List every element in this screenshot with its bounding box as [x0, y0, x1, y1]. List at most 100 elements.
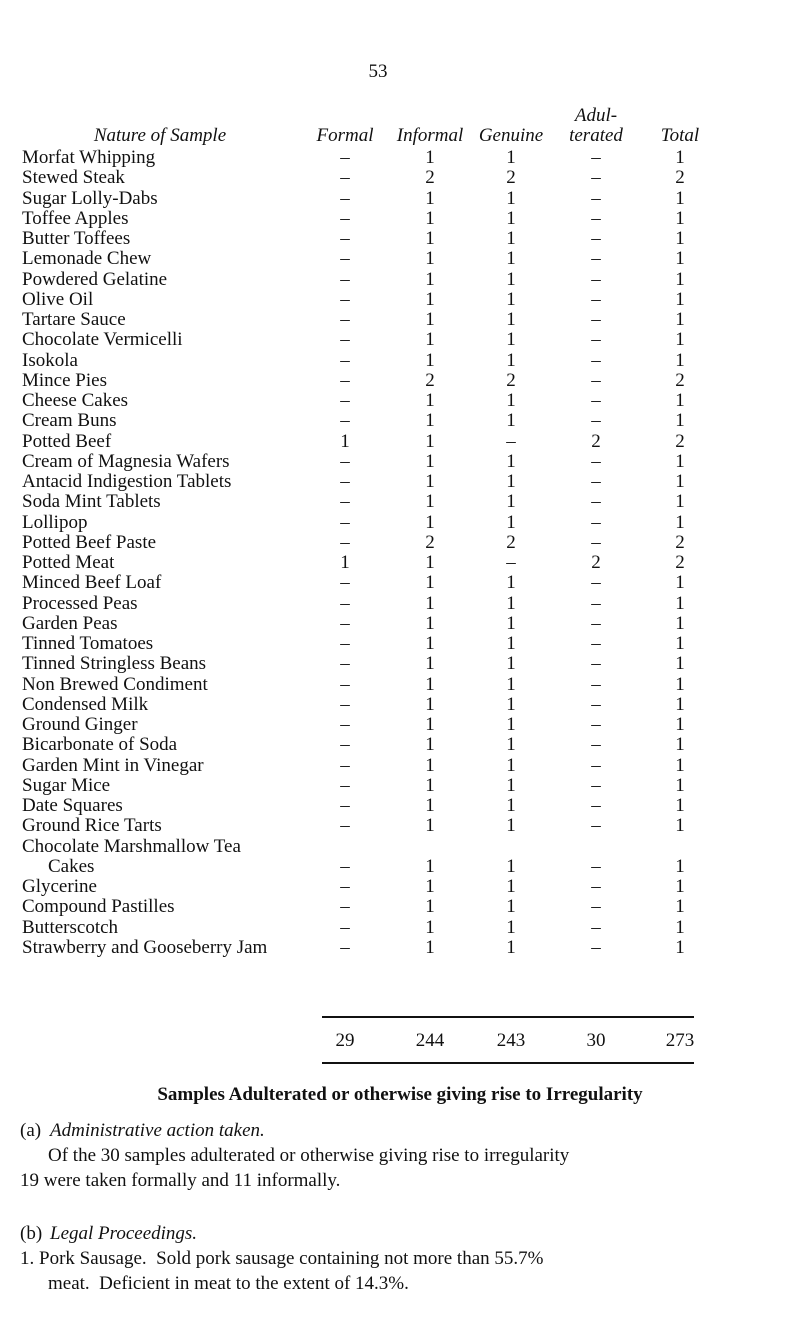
cell: – [340, 754, 350, 776]
cell: – [340, 815, 350, 837]
cell: – [591, 187, 601, 209]
cell: – [340, 167, 350, 189]
row-label: Tinned Tomatoes [22, 633, 154, 654]
cell: 1 [506, 248, 516, 270]
cell: 2 [591, 430, 601, 452]
cell: 1 [675, 774, 685, 796]
row-label: Cream of Magnesia Wafers [22, 450, 230, 472]
cell: – [591, 450, 601, 472]
cell: 1 [425, 714, 435, 735]
cell: – [591, 572, 601, 594]
row-label: Garden Mint in Vinegar [22, 754, 204, 776]
cell: 1 [675, 207, 685, 229]
column-header: terated [569, 125, 623, 146]
cell: 2 [675, 531, 685, 553]
cell: – [591, 754, 601, 776]
cell: – [591, 714, 601, 735]
row-label: Potted Meat [22, 552, 115, 573]
cell: 1 [506, 673, 516, 695]
row-label: Toffee Apples [22, 207, 129, 229]
cell: 1 [506, 147, 516, 168]
cell: – [340, 531, 350, 553]
row-label: Chocolate Vermicelli [22, 329, 183, 351]
row-label: Glycerine [22, 876, 97, 897]
cell: – [591, 309, 601, 330]
cell: 1 [506, 896, 516, 918]
cell: 1 [506, 754, 516, 776]
cell: 1 [675, 147, 685, 168]
cell: 1 [506, 916, 516, 938]
cell: 2 [506, 531, 516, 553]
cell: 1 [425, 896, 435, 918]
cell: 1 [675, 754, 685, 776]
row-label: Soda Mint Tablets [22, 491, 161, 513]
cell: – [591, 693, 601, 715]
item-title: Legal Proceedings. [50, 1223, 198, 1244]
row-label: Antacid Indigestion Tablets [22, 471, 232, 492]
cell: – [591, 795, 601, 816]
cell: – [591, 268, 601, 290]
item-title: Administrative action taken. [50, 1120, 265, 1141]
cell: – [591, 471, 601, 492]
cell: 1 [506, 592, 516, 614]
cell: 1 [506, 815, 516, 837]
cell: – [340, 349, 350, 371]
row-label: Morfat Whipping [22, 147, 156, 168]
total: 243 [496, 1030, 526, 1051]
cell: 1 [506, 450, 516, 472]
cell: 1 [506, 491, 516, 513]
cell: – [591, 936, 601, 958]
cell: – [591, 876, 601, 897]
cell: 2 [425, 369, 435, 391]
cell: 1 [425, 248, 435, 270]
cell: – [340, 876, 350, 897]
cell: 1 [675, 228, 685, 249]
cell: 1 [425, 795, 435, 816]
cell: – [591, 147, 601, 168]
cell: 1 [675, 349, 685, 371]
cell: 2 [675, 369, 685, 391]
rule [322, 1062, 694, 1064]
column-header: Formal [316, 125, 374, 146]
cell: – [591, 248, 601, 270]
cell: 1 [506, 936, 516, 958]
cell: 1 [506, 390, 516, 411]
rule [322, 1016, 694, 1018]
cell: – [340, 147, 350, 168]
row-label: Processed Peas [22, 592, 138, 614]
cell: – [340, 936, 350, 958]
cell: 1 [506, 572, 516, 594]
cell: 1 [675, 693, 685, 715]
cell: – [340, 693, 350, 715]
column-header: Genuine [478, 125, 544, 146]
cell: 1 [675, 795, 685, 816]
row-label: Mince Pies [22, 369, 107, 391]
cell: 1 [675, 936, 685, 958]
column-header: Adul- [574, 105, 618, 126]
cell: – [591, 734, 601, 756]
cell: – [591, 612, 601, 634]
row-label: Cakes [48, 855, 95, 877]
cell: 1 [506, 612, 516, 634]
cell: 2 [506, 167, 516, 189]
cell: – [591, 207, 601, 229]
cell: 1 [675, 592, 685, 614]
row-label: Non Brewed Condiment [22, 673, 208, 695]
cell: – [340, 592, 350, 614]
cell: 1 [506, 471, 516, 492]
cell: 1 [425, 815, 435, 837]
cell: – [591, 531, 601, 553]
cell: 1 [675, 855, 685, 877]
cell: 1 [675, 612, 685, 634]
cell: – [340, 268, 350, 290]
total: 273 [665, 1030, 695, 1051]
cell: 1 [425, 147, 435, 168]
cell: 1 [425, 916, 435, 938]
page-number: 53 [368, 61, 388, 82]
row-label: Powdered Gelatine [22, 268, 168, 290]
cell: – [340, 309, 350, 330]
cell: 1 [506, 228, 516, 249]
cell: 1 [425, 309, 435, 330]
cell: – [591, 349, 601, 371]
cell: 1 [506, 187, 516, 209]
